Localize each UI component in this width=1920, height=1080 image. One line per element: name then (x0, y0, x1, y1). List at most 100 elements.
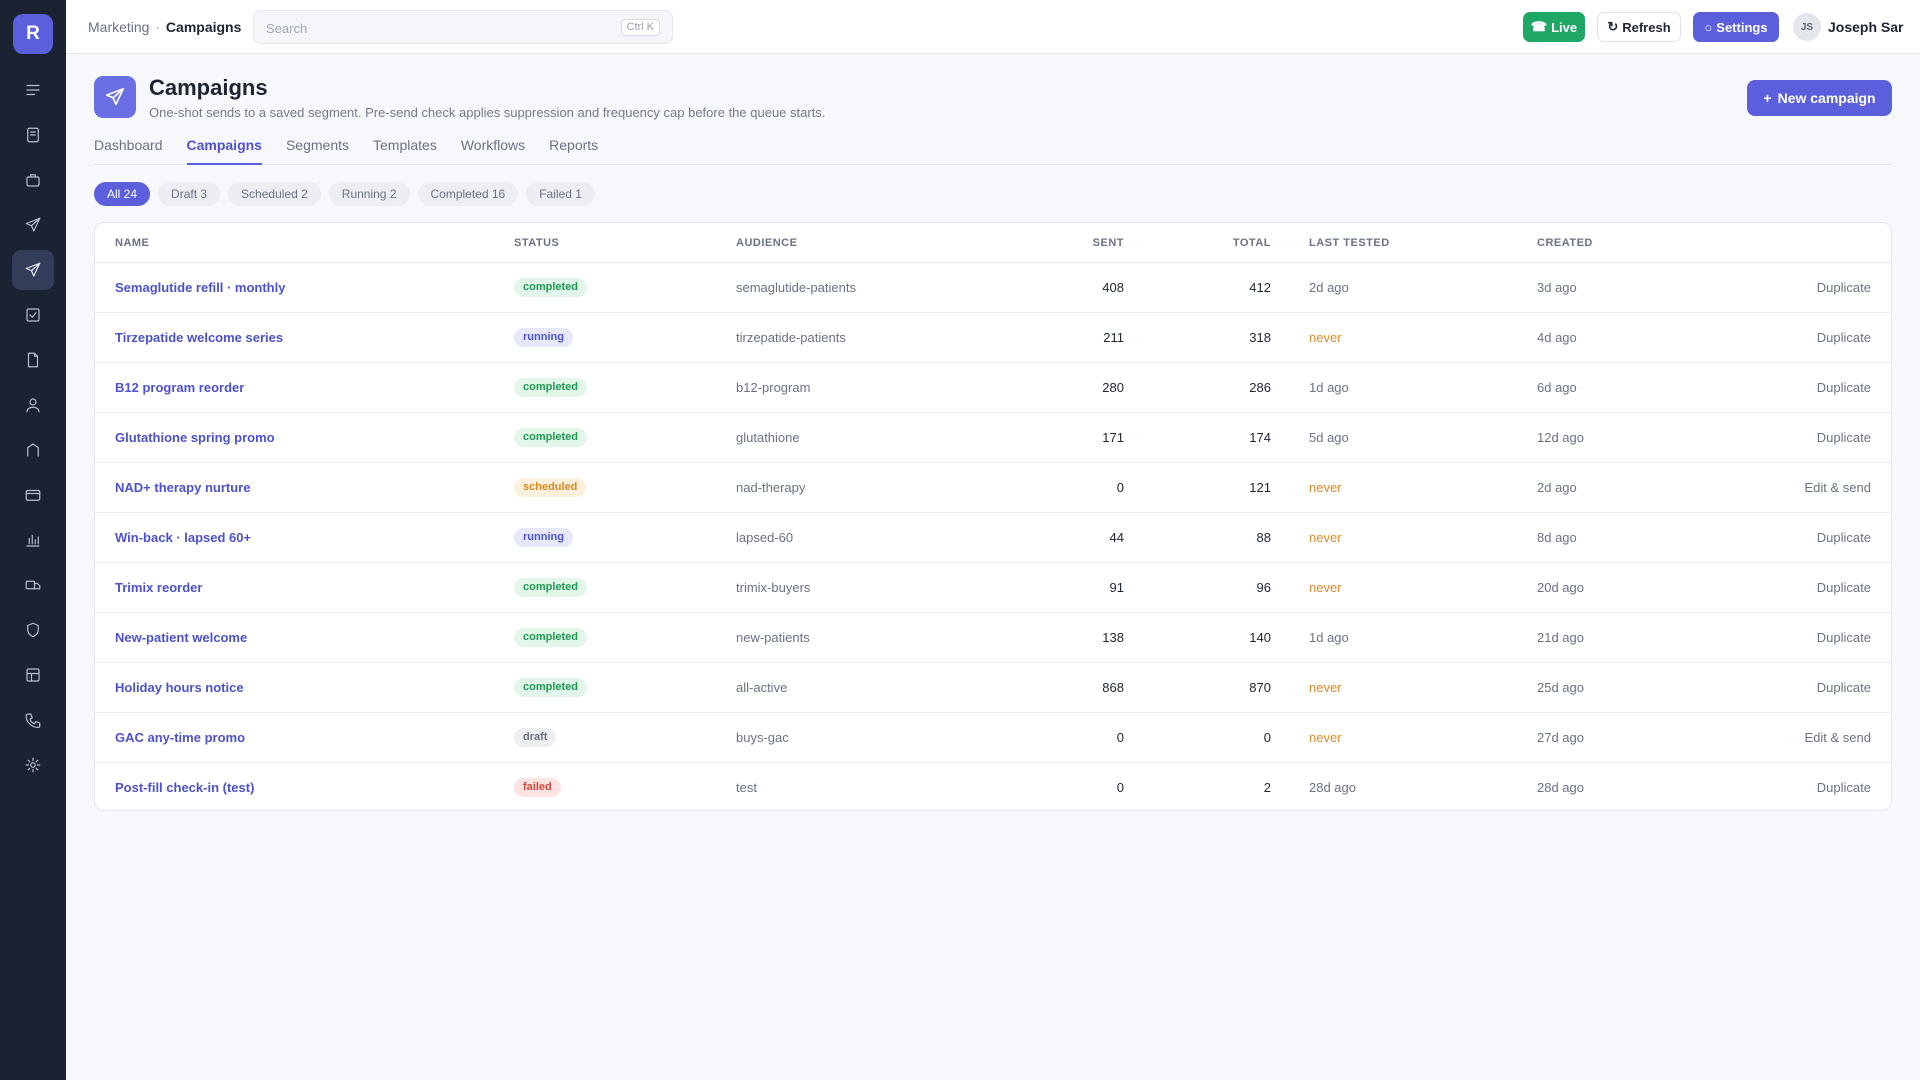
sidebar-item-analytics[interactable] (12, 520, 54, 560)
filter-failed[interactable]: Failed 1 (526, 182, 595, 206)
header-created[interactable]: CREATED (1537, 237, 1593, 249)
live-button[interactable]: ☎ Live (1523, 12, 1585, 42)
last-tested-cell: never (1309, 530, 1342, 545)
table-header: NAME STATUS AUDIENCE SENT TOTAL LAST TES… (95, 223, 1891, 263)
table-row[interactable]: Semaglutide refill · monthly completed sem… (95, 263, 1891, 313)
tab-campaigns[interactable]: Campaigns (186, 136, 262, 165)
row-action-button[interactable]: Duplicate (1816, 680, 1871, 695)
tab-reports[interactable]: Reports (549, 137, 599, 153)
table-row[interactable]: Holiday hours notice completed all-active 8… (95, 663, 1891, 713)
filter-completed[interactable]: Completed 16 (417, 182, 519, 206)
row-action-button[interactable]: Edit & send (1804, 730, 1872, 745)
audience-cell: tirzepatide-patients (736, 330, 846, 345)
grid-icon (26, 668, 40, 682)
filter-draft[interactable]: Draft 3 (158, 182, 221, 206)
refresh-button[interactable]: ↻ Refresh (1597, 12, 1681, 42)
sidebar-item-phone[interactable] (12, 700, 54, 740)
status-cell: failed (514, 778, 561, 797)
row-action-button[interactable]: Duplicate (1816, 380, 1871, 395)
filter-all[interactable]: All 24 (94, 182, 151, 206)
search-input[interactable] (266, 18, 596, 38)
row-action-button[interactable]: Duplicate (1816, 630, 1871, 645)
status-badge: draft (514, 728, 557, 747)
status-badge: completed (514, 278, 588, 297)
campaign-name-link[interactable]: Win-back · lapsed 60+ (115, 530, 252, 545)
tab-workflows[interactable]: Workflows (460, 137, 526, 153)
row-action-button[interactable]: Duplicate (1816, 780, 1871, 795)
sidebar-item-campaigns[interactable] (12, 250, 54, 290)
header-audience[interactable]: AUDIENCE (736, 237, 798, 249)
sidebar-item-billing[interactable] (12, 475, 54, 515)
tab-dashboard[interactable]: Dashboard (94, 137, 163, 153)
sidebar-item-compliance[interactable] (12, 610, 54, 650)
campaign-name-link[interactable]: B12 program reorder (115, 380, 245, 395)
row-action-button[interactable]: Duplicate (1816, 280, 1871, 295)
sidebar-item-menu[interactable] (12, 70, 54, 110)
sidebar-item-settings[interactable] (12, 745, 54, 785)
campaign-name-link[interactable]: Glutathione spring promo (115, 430, 275, 445)
campaign-name-link[interactable]: New-patient welcome (115, 630, 248, 645)
campaign-name-link[interactable]: GAC any-time promo (115, 730, 246, 745)
header-last-tested[interactable]: LAST TESTED (1309, 237, 1390, 249)
total-cell: 140 (1249, 630, 1271, 645)
sidebar-item-patients[interactable] (12, 385, 54, 425)
sidebar-item-arch[interactable] (12, 430, 54, 470)
search-box[interactable]: Ctrl K (253, 10, 673, 44)
sidebar-item-inventory[interactable] (12, 655, 54, 695)
last-tested-cell: 28d ago (1309, 780, 1356, 795)
campaign-name-link[interactable]: Post-fill check-in (test) (115, 780, 255, 795)
campaign-name-link[interactable]: Holiday hours notice (115, 680, 244, 695)
sidebar-item-shipping[interactable] (12, 565, 54, 605)
table-row[interactable]: Trimix reorder completed trimix-buyers 91 96… (95, 563, 1891, 613)
last-tested-cell: never (1309, 680, 1342, 695)
shield-icon (27, 622, 39, 638)
table-row[interactable]: New-patient welcome completed new-patients… (95, 613, 1891, 663)
table-row[interactable]: Win-back · lapsed 60+ running lapsed-60 44 8… (95, 513, 1891, 563)
breadcrumb-separator: · (155, 19, 161, 35)
sidebar-item-send[interactable] (12, 205, 54, 245)
gear-icon (25, 757, 41, 773)
total-cell: 0 (1263, 730, 1271, 745)
table-row[interactable]: Tirzepatide welcome series running tirzepa… (95, 313, 1891, 363)
table-row[interactable]: Glutathione spring promo completed glutath… (95, 413, 1891, 463)
new-campaign-button[interactable]: + New campaign (1747, 80, 1892, 116)
filter-scheduled[interactable]: Scheduled 2 (228, 182, 321, 206)
sidebar-item-files[interactable] (12, 340, 54, 380)
status-badge: running (514, 328, 573, 347)
audience-cell: b12-program (736, 380, 811, 395)
status-cell: running (514, 528, 573, 547)
row-action-button[interactable]: Edit & send (1804, 480, 1872, 495)
campaign-name-link[interactable]: Trimix reorder (115, 580, 203, 595)
user-name[interactable]: Joseph Sar (1828, 19, 1904, 35)
total-cell: 286 (1249, 380, 1271, 395)
row-action-button[interactable]: Duplicate (1816, 330, 1871, 345)
tab-templates[interactable]: Templates (373, 137, 437, 153)
sidebar-item-briefcase[interactable] (12, 160, 54, 200)
table-row[interactable]: NAD+ therapy nurture scheduled nad-therapy… (95, 463, 1891, 513)
sidebar-item-tasks[interactable] (12, 295, 54, 335)
breadcrumb-parent[interactable]: Marketing (88, 19, 150, 35)
table-row[interactable]: Post-fill check-in (test) failed test 0 2 28d… (95, 763, 1891, 810)
row-action-button[interactable]: Duplicate (1816, 580, 1871, 595)
campaign-name-link[interactable]: Tirzepatide welcome series (115, 330, 284, 345)
row-action-button[interactable]: Duplicate (1816, 430, 1871, 445)
total-cell: 174 (1249, 430, 1271, 445)
row-action-button[interactable]: Duplicate (1816, 530, 1871, 545)
header-total[interactable]: TOTAL (1232, 237, 1271, 249)
tab-segments[interactable]: Segments (285, 137, 350, 153)
sidebar-item-documents[interactable] (12, 115, 54, 155)
table-row[interactable]: B12 program reorder completed b12-program 2… (95, 363, 1891, 413)
avatar[interactable]: JS (1793, 13, 1821, 41)
sidebar: R (0, 0, 66, 1080)
table-row[interactable]: GAC any-time promo draft buys-gac 0 0 never 27… (95, 713, 1891, 763)
settings-icon: ○ (1704, 19, 1713, 35)
header-name[interactable]: NAME (115, 237, 150, 249)
settings-button[interactable]: ○ Settings (1693, 12, 1779, 42)
header-sent[interactable]: SENT (1092, 237, 1124, 249)
created-cell: 12d ago (1537, 430, 1584, 445)
header-status[interactable]: STATUS (514, 237, 560, 249)
campaign-name-link[interactable]: NAD+ therapy nurture (115, 480, 251, 495)
app-logo[interactable]: R (13, 14, 53, 54)
filter-running[interactable]: Running 2 (328, 182, 410, 206)
campaign-name-link[interactable]: Semaglutide refill · monthly (115, 280, 286, 295)
